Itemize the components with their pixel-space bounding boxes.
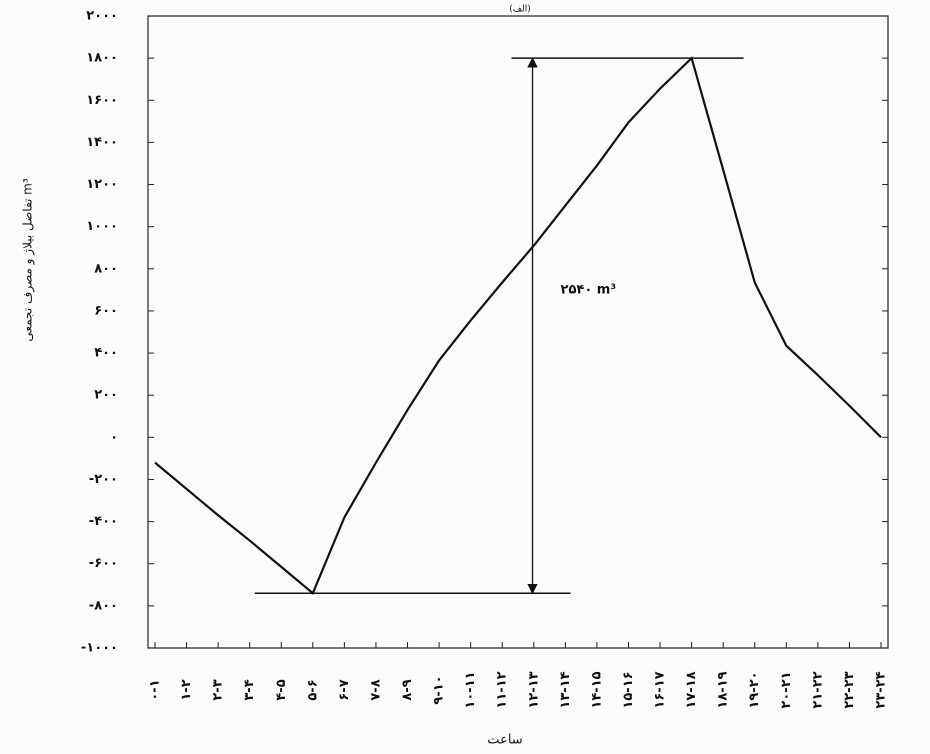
y-tick-label: ۲۰۰۰ bbox=[86, 9, 118, 24]
y-tick-label: ۸۰۰ bbox=[94, 261, 118, 276]
x-tick-label: ۱۹-۲۰ bbox=[747, 671, 762, 708]
x-tick-label: ۱-۲ bbox=[179, 679, 194, 700]
y-tick-label: ۱۶۰۰ bbox=[86, 93, 118, 108]
x-tick-label: ۱۴-۱۵ bbox=[589, 671, 604, 708]
y-axis-label: تفاضل بیلاژ و مصرف تجمعی m³ bbox=[21, 178, 36, 342]
x-tick-label: ۷-۸ bbox=[368, 679, 383, 700]
x-tick-label: ۶-۷ bbox=[337, 679, 352, 700]
data-line bbox=[154, 56, 882, 596]
y-tick-label: -۲۰۰ bbox=[89, 472, 118, 487]
y-tick-label: ۱۴۰۰ bbox=[86, 135, 118, 150]
y-tick-label: ۴۰۰ bbox=[94, 346, 118, 361]
x-tick-label: ۲۲-۲۳ bbox=[842, 671, 857, 708]
x-tick-label: ۲۱-۲۲ bbox=[810, 671, 825, 708]
y-tick-label: ۲۰۰ bbox=[94, 388, 118, 403]
y-tick-label: -۸۰۰ bbox=[89, 598, 118, 613]
x-tick-label: ۱۷-۱۸ bbox=[684, 671, 699, 708]
x-tick-label: ۳-۴ bbox=[242, 679, 257, 700]
chart-title: (الف) bbox=[509, 5, 531, 15]
y-tick-label: -۶۰۰ bbox=[89, 556, 118, 571]
x-tick-label: ۲۰-۲۱ bbox=[779, 671, 794, 708]
annotation: ۲۵۴۰ m³ bbox=[561, 283, 617, 298]
y-tick-label: ۱۸۰۰ bbox=[86, 51, 118, 66]
y-tick-label: ۰ bbox=[110, 430, 118, 445]
x-tick-label: ۴-۵ bbox=[274, 679, 289, 700]
plot-frame bbox=[147, 15, 889, 649]
x-tick-label: ۸-۹ bbox=[400, 679, 415, 700]
x-tick-label: ۰-۱ bbox=[148, 679, 163, 700]
x-tick-label: ۹-۱۰ bbox=[432, 675, 447, 704]
x-tick-label: ۵-۶ bbox=[305, 679, 320, 700]
x-tick-label: ۱۲-۱۳ bbox=[526, 671, 541, 708]
y-tick-label: ۱۰۰۰ bbox=[86, 219, 118, 234]
x-tick-label: ۱۳-۱۴ bbox=[558, 671, 573, 708]
x-axis-label: ساعت bbox=[487, 733, 522, 748]
y-tick-label: -۴۰۰ bbox=[89, 514, 118, 529]
x-tick-label: ۱۸-۱۹ bbox=[716, 671, 731, 708]
x-tick-label: ۱۰-۱۱ bbox=[463, 671, 478, 708]
x-tick-label: ۱۵-۱۶ bbox=[621, 671, 636, 708]
y-tick-label: ۶۰۰ bbox=[94, 303, 118, 318]
x-tick-label: ۱۱-۱۲ bbox=[495, 671, 510, 708]
x-tick-label: ۲۳-۲۴ bbox=[874, 671, 889, 708]
x-tick-label: ۱۶-۱۷ bbox=[653, 671, 668, 708]
x-tick-label: ۲-۳ bbox=[211, 679, 226, 700]
y-tick-label: ۱۲۰۰ bbox=[86, 177, 118, 192]
y-tick-label: -۱۰۰۰ bbox=[81, 641, 118, 656]
